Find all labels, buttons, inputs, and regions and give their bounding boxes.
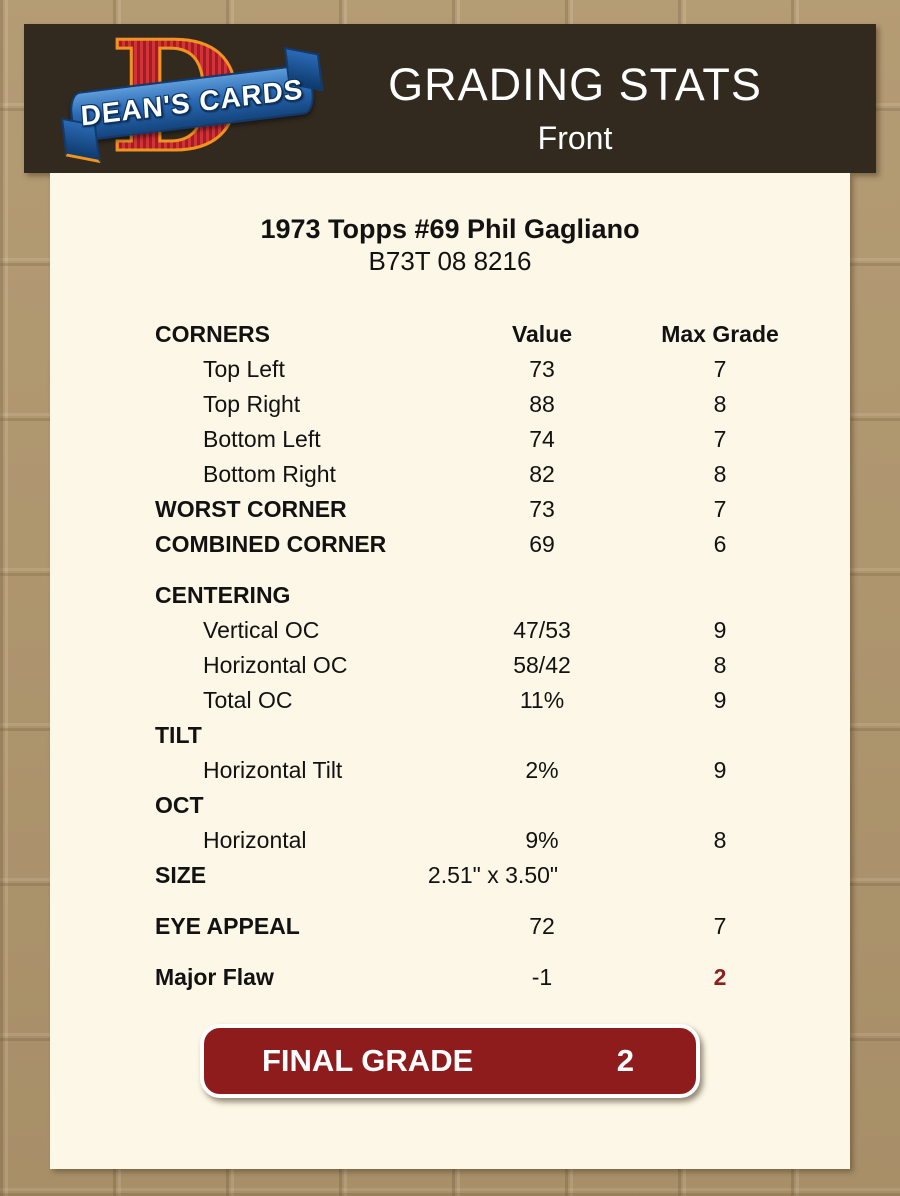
column-header-max-grade: Max Grade (661, 321, 779, 347)
row-worst-corner: WORST CORNER 73 7 (50, 492, 850, 527)
grading-table: CORNERS Value Max Grade Top Left 73 7 To… (50, 317, 850, 995)
row-vertical-oc: Vertical OC 47/53 9 (50, 613, 850, 648)
row-max-grade: 9 (713, 687, 727, 713)
final-grade-value: 2 (616, 1043, 634, 1078)
row-max-grade: 9 (713, 617, 727, 643)
row-value: -1 (531, 964, 553, 990)
row-label: WORST CORNER (155, 496, 347, 522)
row-max-grade: 7 (713, 426, 727, 452)
row-total-oc: Total OC 11% 9 (50, 683, 850, 718)
row-max-grade: 8 (713, 461, 727, 487)
column-header-value: Value (511, 321, 573, 347)
row-value: 72 (529, 913, 555, 939)
row-bottom-right: Bottom Right 82 8 (50, 457, 850, 492)
row-value: 82 (529, 461, 555, 487)
row-max-grade-flaw: 2 (713, 964, 727, 990)
row-value: 73 (529, 356, 555, 382)
header-bar: D DEAN'S CARDS GRADING STATS Front (24, 16, 876, 177)
row-bottom-left: Bottom Left 74 7 (50, 422, 850, 457)
row-eye-appeal: EYE APPEAL 72 7 (50, 909, 850, 944)
row-max-grade: 6 (713, 531, 727, 557)
card-title: 1973 Topps #69 Phil Gagliano (260, 214, 640, 244)
row-max-grade: 7 (713, 496, 727, 522)
row-label: Horizontal OC (203, 652, 348, 678)
row-label: Horizontal Tilt (203, 757, 343, 783)
row-value: 74 (529, 426, 555, 452)
row-label: Top Left (203, 356, 285, 382)
row-max-grade: 8 (713, 827, 727, 853)
row-size: SIZE 2.51" x 3.50" (50, 858, 850, 893)
row-label: COMBINED CORNER (155, 531, 387, 557)
section-label: CENTERING (155, 582, 291, 608)
final-grade-label: FINAL GRADE (262, 1043, 474, 1078)
section-label: EYE APPEAL (155, 913, 300, 939)
row-max-grade: 9 (713, 757, 727, 783)
content-panel: 1973 Topps #69 Phil Gagliano B73T 08 821… (50, 173, 850, 1169)
section-label: CORNERS (155, 321, 271, 347)
row-max-grade: 8 (713, 391, 727, 417)
row-major-flaw: Major Flaw -1 2 (50, 960, 850, 995)
row-horizontal-oc: Horizontal OC 58/42 8 (50, 648, 850, 683)
section-label: OCT (155, 792, 204, 818)
row-oct-horizontal: Horizontal 9% 8 (50, 823, 850, 858)
row-label: Vertical OC (203, 617, 320, 643)
page-title: GRADING STATS (388, 59, 762, 110)
header-titles: GRADING STATS Front (274, 58, 876, 158)
row-top-left: Top Left 73 7 (50, 352, 850, 387)
row-label: Total OC (203, 687, 293, 713)
row-value: 88 (529, 391, 555, 417)
row-centering-section: CENTERING (50, 578, 850, 613)
row-label: Top Right (203, 391, 301, 417)
row-oct-section: OCT (50, 788, 850, 823)
row-max-grade: 7 (713, 913, 727, 939)
row-tilt-section: TILT (50, 718, 850, 753)
row-value: 47/53 (513, 617, 571, 643)
row-value: 58/42 (513, 652, 571, 678)
card-serial-code: B73T 08 8216 (368, 246, 532, 276)
row-value: 69 (529, 531, 555, 557)
row-value: 11% (519, 687, 565, 713)
final-grade-button[interactable]: FINAL GRADE 2 (200, 1024, 700, 1098)
row-horizontal-tilt: Horizontal Tilt 2% 9 (50, 753, 850, 788)
row-value: 9% (525, 827, 559, 853)
row-value: 73 (529, 496, 555, 522)
row-max-grade: 8 (713, 652, 727, 678)
row-corners-header: CORNERS Value Max Grade (50, 317, 850, 352)
row-label: Major Flaw (155, 964, 274, 990)
row-combined-corner: COMBINED CORNER 69 6 (50, 527, 850, 562)
page-subtitle: Front (537, 120, 613, 156)
deans-cards-logo[interactable]: D DEAN'S CARDS (60, 16, 320, 177)
row-max-grade: 7 (713, 356, 727, 382)
section-label: SIZE (155, 862, 207, 888)
row-label: Horizontal (203, 827, 307, 853)
row-value: 2.51" x 3.50" (427, 862, 559, 888)
row-top-right: Top Right 88 8 (50, 387, 850, 422)
row-value: 2% (525, 757, 559, 783)
row-label: Bottom Right (203, 461, 336, 487)
section-label: TILT (155, 722, 202, 748)
row-label: Bottom Left (203, 426, 321, 452)
